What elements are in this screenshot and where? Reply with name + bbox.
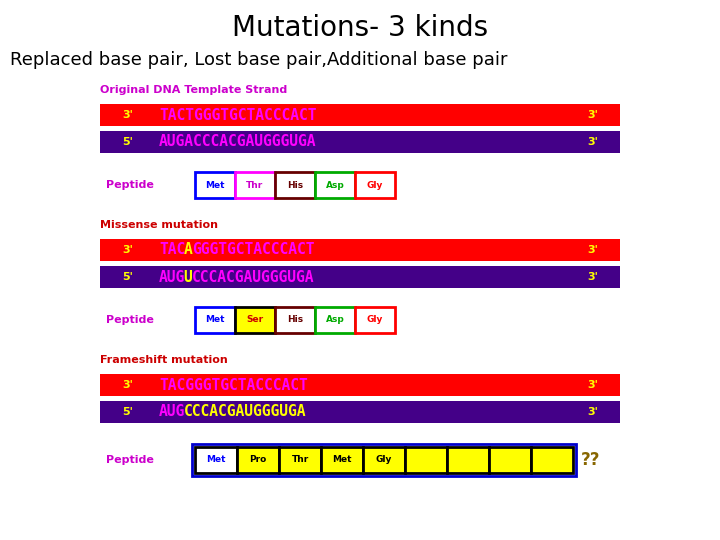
- Text: AUG: AUG: [159, 404, 185, 420]
- Bar: [100, 401, 620, 423]
- Text: CCCACGAUGGGUGA: CCCACGAUGGGUGA: [192, 269, 315, 285]
- Text: His: His: [287, 315, 303, 325]
- Text: Thr: Thr: [246, 180, 264, 190]
- Bar: [100, 266, 620, 288]
- Text: TAC: TAC: [159, 242, 185, 258]
- Text: TACGGGTGCTACCCACT: TACGGGTGCTACCCACT: [159, 377, 307, 393]
- Bar: [100, 401, 155, 423]
- Bar: [100, 131, 155, 153]
- Bar: [100, 239, 620, 261]
- Text: Ser: Ser: [246, 315, 264, 325]
- Text: Peptide: Peptide: [106, 315, 154, 325]
- Text: 5': 5': [122, 272, 133, 282]
- Bar: [192, 444, 576, 476]
- Bar: [100, 104, 155, 126]
- Bar: [531, 447, 573, 473]
- Bar: [235, 307, 275, 333]
- Bar: [315, 307, 355, 333]
- Text: A: A: [184, 242, 192, 258]
- Text: Asp: Asp: [325, 315, 344, 325]
- Bar: [100, 131, 620, 153]
- Bar: [195, 447, 237, 473]
- Bar: [315, 172, 355, 198]
- Bar: [279, 447, 321, 473]
- Text: Met: Met: [205, 180, 225, 190]
- Text: Mutations- 3 kinds: Mutations- 3 kinds: [232, 14, 488, 42]
- Bar: [565, 401, 620, 423]
- Text: Gly: Gly: [366, 180, 383, 190]
- Text: 3': 3': [587, 272, 598, 282]
- Text: Peptide: Peptide: [106, 180, 154, 190]
- Text: AUGACCCACGAUGGGUGA: AUGACCCACGAUGGGUGA: [159, 134, 317, 150]
- Text: CCCACGAUGGGUGA: CCCACGAUGGGUGA: [184, 404, 306, 420]
- Bar: [405, 447, 447, 473]
- Bar: [100, 374, 155, 396]
- Bar: [275, 307, 315, 333]
- Text: Original DNA Template Strand: Original DNA Template Strand: [100, 85, 287, 95]
- Bar: [363, 447, 405, 473]
- Text: His: His: [287, 180, 303, 190]
- Text: Met: Met: [206, 456, 226, 464]
- Bar: [565, 104, 620, 126]
- Text: Asp: Asp: [325, 180, 344, 190]
- Text: Met: Met: [205, 315, 225, 325]
- Text: 3': 3': [587, 380, 598, 390]
- Bar: [100, 374, 620, 396]
- Text: U: U: [184, 269, 192, 285]
- Text: 3': 3': [587, 407, 598, 417]
- Text: 5': 5': [122, 407, 133, 417]
- Text: Met: Met: [332, 456, 352, 464]
- Text: 5': 5': [122, 137, 133, 147]
- Bar: [355, 307, 395, 333]
- Text: GGGTGCTACCCACT: GGGTGCTACCCACT: [192, 242, 315, 258]
- Text: Gly: Gly: [366, 315, 383, 325]
- Bar: [447, 447, 489, 473]
- Text: Peptide: Peptide: [106, 455, 154, 465]
- Text: 3': 3': [122, 110, 133, 120]
- Text: AUG: AUG: [159, 269, 185, 285]
- Text: Frameshift mutation: Frameshift mutation: [100, 355, 228, 365]
- Bar: [565, 239, 620, 261]
- Bar: [100, 239, 155, 261]
- Text: Gly: Gly: [376, 456, 392, 464]
- Bar: [565, 266, 620, 288]
- Bar: [195, 172, 235, 198]
- Bar: [565, 374, 620, 396]
- Text: 3': 3': [122, 380, 133, 390]
- Text: Missense mutation: Missense mutation: [100, 220, 218, 230]
- Bar: [235, 172, 275, 198]
- Bar: [321, 447, 363, 473]
- Bar: [100, 266, 155, 288]
- Text: 3': 3': [587, 137, 598, 147]
- Text: ??: ??: [581, 451, 600, 469]
- Bar: [565, 131, 620, 153]
- Bar: [355, 172, 395, 198]
- Bar: [195, 307, 235, 333]
- Text: 3': 3': [587, 110, 598, 120]
- Bar: [100, 104, 620, 126]
- Text: TACTGGGTGCTACCCACT: TACTGGGTGCTACCCACT: [159, 107, 317, 123]
- Text: 3': 3': [122, 245, 133, 255]
- Text: 3': 3': [587, 245, 598, 255]
- Bar: [489, 447, 531, 473]
- Bar: [237, 447, 279, 473]
- Text: Replaced base pair, Lost base pair,Additional base pair: Replaced base pair, Lost base pair,Addit…: [10, 51, 508, 69]
- Text: Thr: Thr: [292, 456, 309, 464]
- Bar: [275, 172, 315, 198]
- Text: Pro: Pro: [249, 456, 266, 464]
